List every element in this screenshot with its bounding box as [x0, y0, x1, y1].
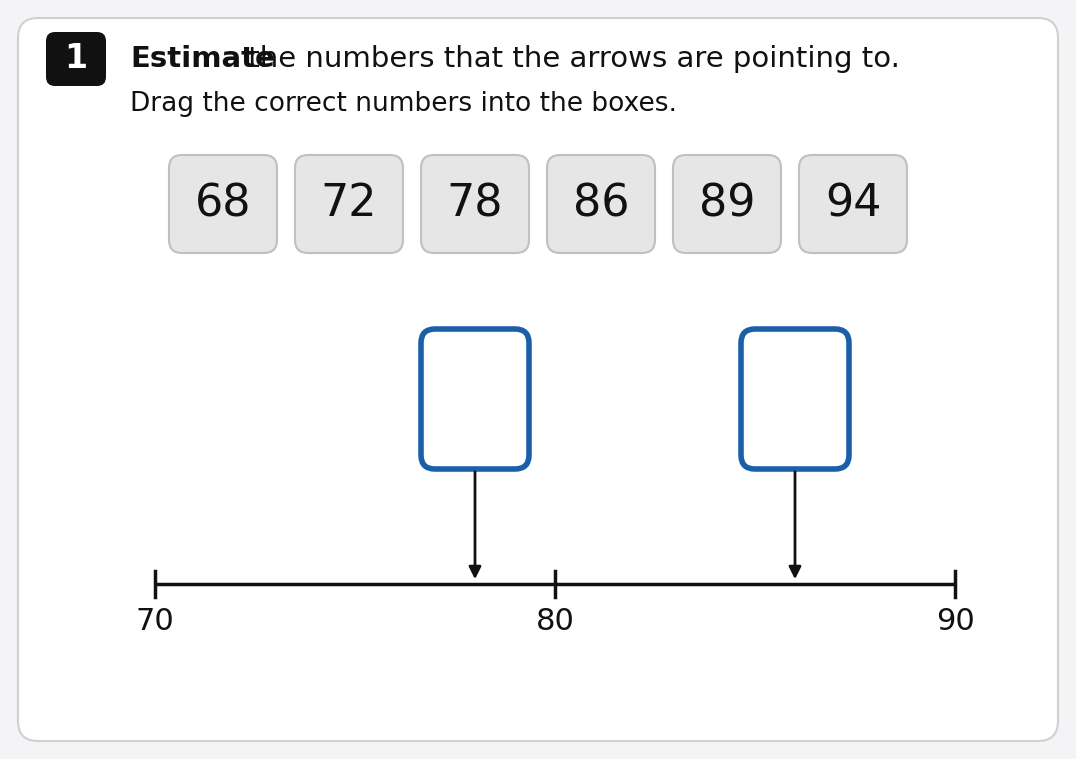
- Text: 70: 70: [136, 607, 174, 637]
- Text: 1: 1: [65, 43, 87, 75]
- Text: Drag the correct numbers into the boxes.: Drag the correct numbers into the boxes.: [130, 91, 677, 117]
- FancyBboxPatch shape: [18, 18, 1058, 741]
- Text: 78: 78: [447, 182, 504, 225]
- Text: 80: 80: [536, 607, 575, 637]
- FancyBboxPatch shape: [799, 155, 907, 253]
- Text: 94: 94: [824, 182, 881, 225]
- Text: 86: 86: [572, 182, 629, 225]
- FancyBboxPatch shape: [295, 155, 404, 253]
- FancyBboxPatch shape: [672, 155, 781, 253]
- FancyBboxPatch shape: [547, 155, 655, 253]
- Text: Estimate: Estimate: [130, 45, 274, 73]
- FancyBboxPatch shape: [46, 32, 107, 86]
- FancyBboxPatch shape: [169, 155, 277, 253]
- Text: the numbers that the arrows are pointing to.: the numbers that the arrows are pointing…: [239, 45, 900, 73]
- FancyBboxPatch shape: [421, 155, 529, 253]
- Text: 89: 89: [698, 182, 755, 225]
- Text: 68: 68: [195, 182, 252, 225]
- FancyBboxPatch shape: [741, 329, 849, 469]
- Text: 72: 72: [321, 182, 378, 225]
- FancyBboxPatch shape: [421, 329, 529, 469]
- Text: 90: 90: [936, 607, 975, 637]
